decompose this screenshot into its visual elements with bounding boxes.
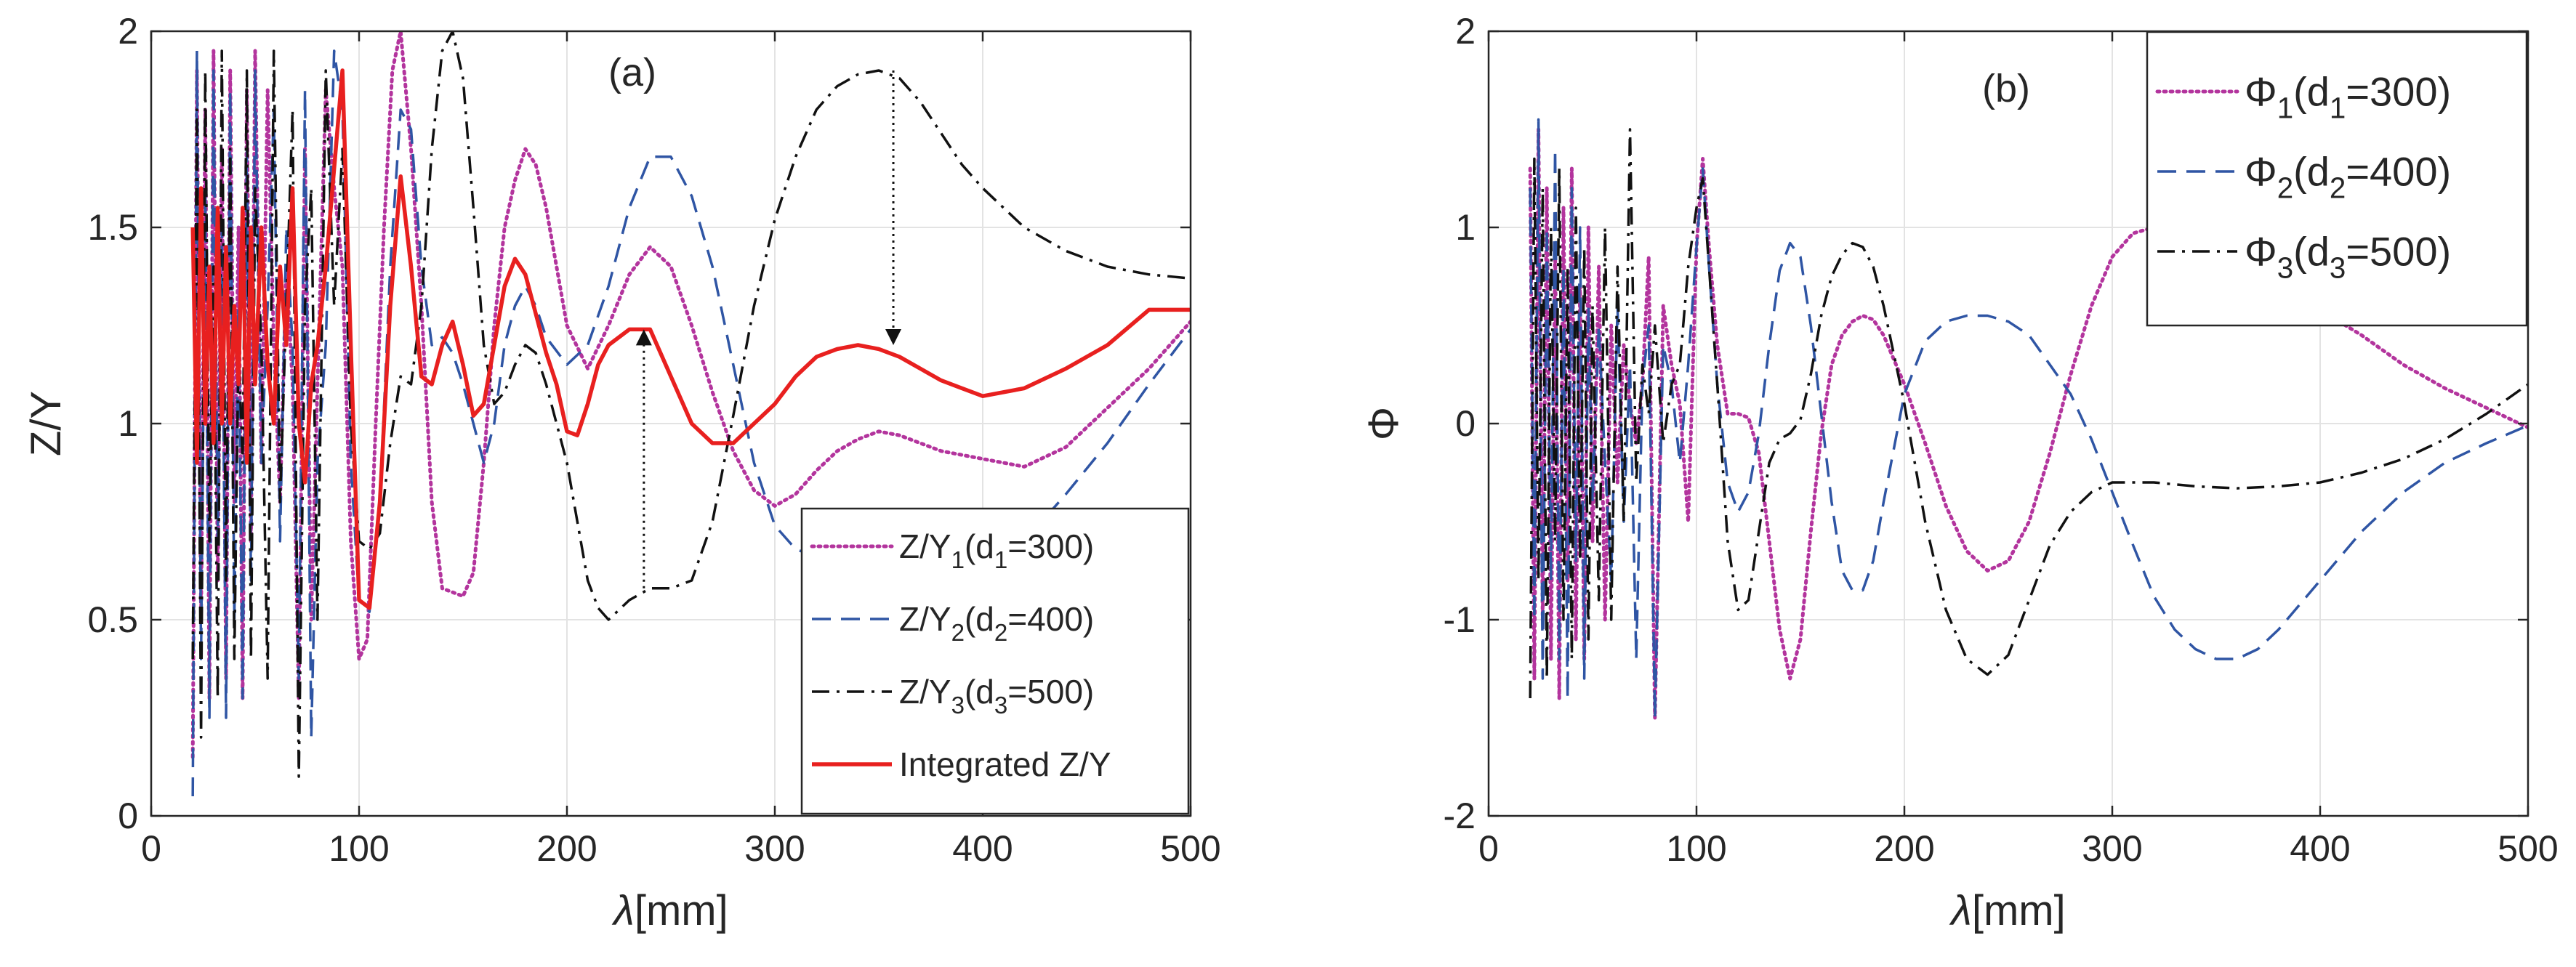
- panel-a-panel-label: (a): [608, 51, 656, 94]
- panel-b-y-tick-label: 2: [1455, 11, 1476, 52]
- panel-a-legend: Z/Y1(d1=300) Z/Y2(d2=400) Z/Y3(d3=500) Inte…: [800, 507, 1190, 815]
- panel-b-x-axis-label: λ[mm]: [1949, 887, 2065, 934]
- panel-b-x-tick-label: 500: [2497, 828, 2558, 869]
- panel-b-x-tick-label: 300: [2082, 828, 2142, 869]
- panel-b-y-tick-label: -2: [1444, 796, 1476, 836]
- panel-a-x-tick-label: 100: [329, 828, 389, 869]
- panel-b-y-tick-label: 1: [1455, 207, 1476, 248]
- panel-b-x-tick-label: 200: [1874, 828, 1934, 869]
- panel-a-legend-label-1: Z/Y1(d1=300): [899, 527, 1094, 574]
- panel-b-y-tick-label: -1: [1444, 599, 1476, 640]
- panel-a-x-tick-label: 0: [141, 828, 161, 869]
- panel-a-x-tick-label: 300: [744, 828, 805, 869]
- panel-b-x-tick-label: 400: [2290, 828, 2350, 869]
- panel-a-y-axis-label: Z/Y: [23, 391, 70, 456]
- panel-a-x-tick-label: 200: [536, 828, 597, 869]
- panel-b-series-group: [1528, 118, 2528, 720]
- panel-a-y-tick-label: 1: [118, 403, 138, 444]
- panel-a-y-tick-label: 2: [118, 11, 138, 52]
- panel-b-legend-label-3: Φ3(d3=500): [2245, 229, 2451, 285]
- panel-a-x-tick-label: 400: [952, 828, 1013, 869]
- panel-b-x-tick-label: 0: [1478, 828, 1499, 869]
- panel-b-series-line-1: [1528, 127, 2528, 720]
- panel-b-y-tick-label: 0: [1455, 403, 1476, 444]
- panel-b-legend: Φ1(d1=300) Φ2(d2=400) Φ3(d3=500): [2146, 31, 2528, 327]
- panel-a-legend-label-3: Z/Y3(d3=500): [899, 673, 1094, 719]
- panel-a-annotation-arrowhead-1: [635, 329, 652, 346]
- panel-a-y-tick-label: 0: [118, 796, 138, 836]
- panel-a-legend-label-4: Integrated Z/Y: [899, 745, 1111, 783]
- panel-b-series-line-2: [1529, 118, 2528, 719]
- panel-b-legend-label-2: Φ2(d2=400): [2245, 149, 2451, 205]
- panel-b-legend-box: [2146, 31, 2528, 327]
- panel-a-annotation-arrowhead-2: [885, 329, 902, 345]
- panel-b-x-tick-label: 100: [1666, 828, 1726, 869]
- panel-b-panel-label: (b): [1982, 67, 2030, 110]
- panel-a-x-tick-label: 500: [1160, 828, 1220, 869]
- panel-b-chart: 0 100 200 300 400 500 -2 -1 0 1 2 λ[mm] Φ (b) Φ1(d1=30…: [1360, 11, 2559, 934]
- panel-b-y-axis-label: Φ: [1360, 407, 1407, 440]
- panel-a-chart: 0 100 200 300 400 500 0 0.5 1 1.5 2 λ[mm] Z/Y (a) Z/Y1…: [23, 11, 1221, 934]
- panel-a-legend-label-2: Z/Y2(d2=400): [899, 600, 1094, 647]
- panel-a-series-line-4: [190, 68, 1191, 610]
- panel-b-legend-label-1: Φ1(d1=300): [2245, 69, 2451, 125]
- panel-a-y-tick-label: 1.5: [87, 207, 138, 248]
- panel-a-x-axis-label: λ[mm]: [611, 887, 728, 934]
- panel-a-y-tick-label: 0.5: [87, 599, 138, 640]
- panel-b-series-line-3: [1529, 128, 2528, 699]
